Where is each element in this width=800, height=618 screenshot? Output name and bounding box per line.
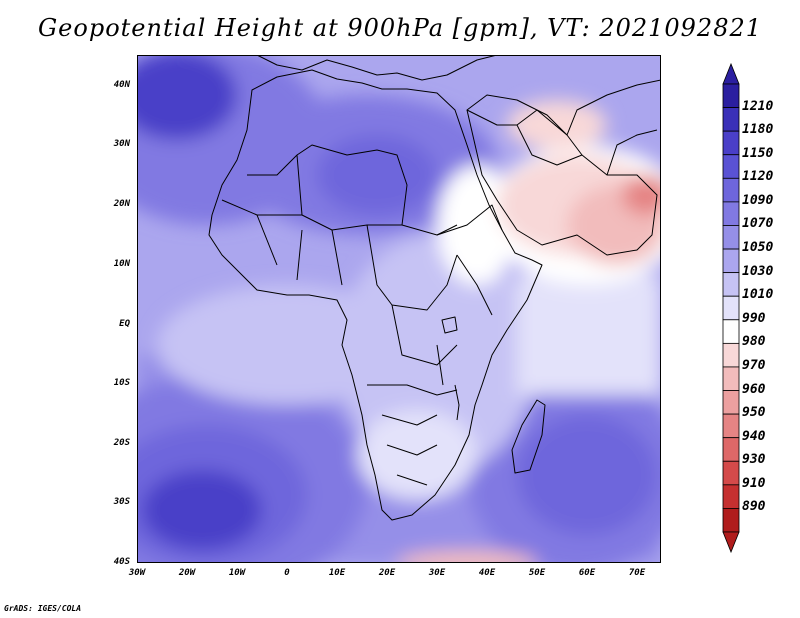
border-westafrica [221,199,343,286]
colorbar-swatch [722,390,740,415]
colorbar-label: 1030 [742,263,774,279]
colorbar-swatch [722,225,740,250]
field-libya-high [317,135,437,215]
madagascar-outline [511,399,546,474]
field-south-atlantic-high-core [142,470,262,550]
lon-label: 50E [528,568,546,578]
colorbar-swatch [722,201,740,226]
border-south [367,384,458,486]
colorbar-label: 960 [742,381,766,397]
lon-label: 10E [328,568,346,578]
colorbar-label: 980 [742,334,766,350]
colorbar-swatch [722,83,740,108]
field-azores-high [137,55,237,140]
lat-label: 10N [113,259,130,269]
lon-label: 60E [578,568,596,578]
map-plot [137,55,661,563]
colorbar-label: 1150 [742,145,774,161]
border-east [436,204,503,316]
lon-label: 40E [478,568,496,578]
field-indian-high-core [517,415,657,535]
lat-label: 40S [113,557,130,567]
lat-label: 30N [113,139,130,149]
lat-label: 30S [113,497,130,507]
colorbar-label: 1120 [742,169,774,185]
colorbar-swatch [722,366,740,391]
lon-label: 0 [284,568,290,578]
field-east-equatorial-indian [517,275,661,395]
colorbar-label: 1050 [742,240,774,256]
colorbar-bottom-arrow [722,531,740,554]
colorbar-label: 1010 [742,287,774,303]
colorbar-swatch [722,508,740,533]
colorbar-swatch [722,437,740,462]
lat-label: 10S [113,378,130,388]
lon-label: 70E [628,568,646,578]
colorbar-label: 950 [742,405,766,421]
colorbar-label: 1070 [742,216,774,232]
border-asia [566,79,661,176]
field-southern-ocean-low [397,551,537,563]
africa-coastline [208,69,543,521]
lake-malawi [454,384,460,421]
colorbar-swatch [722,130,740,156]
colorbar-label: 1180 [742,122,774,138]
lon-label: 10W [228,568,246,578]
colorbar-top-arrow [722,62,740,85]
lat-label: 40N [113,80,130,90]
lon-label: 30W [128,568,146,578]
colorbar-label: 990 [742,310,766,326]
lake-tanganyika [436,344,444,386]
colorbar-swatch [722,460,740,486]
lake-victoria [441,316,458,334]
lon-label: 30E [428,568,446,578]
border-middle-east [466,109,583,166]
colorbar-label: 890 [742,499,766,515]
field-central-africa [337,235,537,475]
colorbar-swatch [722,177,740,203]
colorbar-swatch [722,319,740,344]
lon-label: 20W [178,568,196,578]
arabia-outline [466,94,658,256]
lon-label: 20E [378,568,396,578]
border-central [366,224,458,366]
colorbar-swatch [722,295,740,321]
colorbar-label: 930 [742,452,766,468]
colorbar-swatch [722,342,740,368]
colorbar-swatch [722,484,740,509]
europe-coast [256,55,498,81]
lat-label: 20N [113,199,130,209]
chart-title: Geopotential Height at 900hPa [gpm], VT:… [38,14,762,42]
colorbar-swatch [722,248,740,274]
colorbar-swatch [722,154,740,179]
colorbar-swatch [722,413,740,439]
border-sahara-1 [247,144,408,226]
credit-text: GrADS: IGES/COLA [4,604,82,613]
field-india-low-core [622,175,661,215]
colorbar-label: 940 [742,428,766,444]
colorbar-label: 1210 [742,98,774,114]
colorbar-label: 910 [742,475,766,491]
colorbar [722,62,740,558]
lat-label: 20S [113,438,130,448]
lat-label: EQ [119,319,130,329]
colorbar-label: 1090 [742,192,774,208]
colorbar-swatch [722,107,740,132]
colorbar-swatch [722,272,740,297]
colorbar-label: 970 [742,357,766,373]
